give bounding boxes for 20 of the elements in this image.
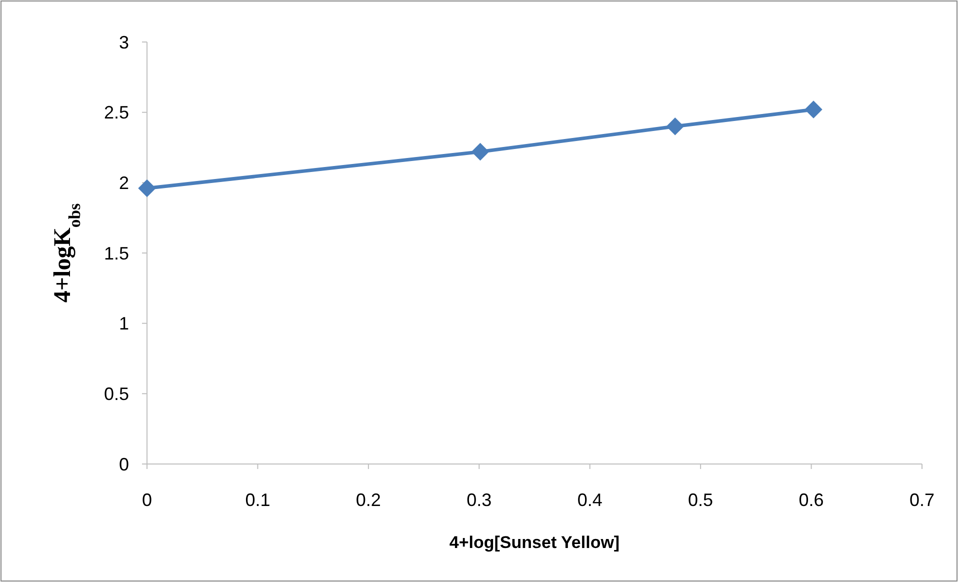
- point: [471, 142, 490, 161]
- y-tick-label: 0: [118, 454, 129, 474]
- y-tick-label: 2.5: [104, 102, 129, 123]
- y-tick-label: 1.5: [104, 243, 129, 264]
- x-tick-label: 0.3: [466, 490, 492, 510]
- x-tick-label: 0.6: [798, 490, 824, 510]
- x-tick-label: 0.1: [245, 490, 270, 510]
- y-tick-label: 3: [118, 32, 129, 52]
- x-tick-label: 0: [142, 490, 152, 510]
- point: [666, 118, 684, 136]
- y-tick-label: 2: [118, 172, 129, 193]
- x-tick-label: 0.5: [688, 490, 714, 510]
- point: [804, 100, 822, 118]
- y-tick-label: 0.5: [104, 384, 129, 404]
- x-tick-label: 0.2: [356, 490, 381, 510]
- point: [138, 179, 156, 198]
- x-tick-label: 0.4: [577, 490, 602, 510]
- x-tick-label: 0.7: [909, 490, 935, 510]
- y-tick-label: 1: [118, 314, 129, 334]
- x-axis-title: 4+log[Sunset Yellow]: [449, 533, 620, 552]
